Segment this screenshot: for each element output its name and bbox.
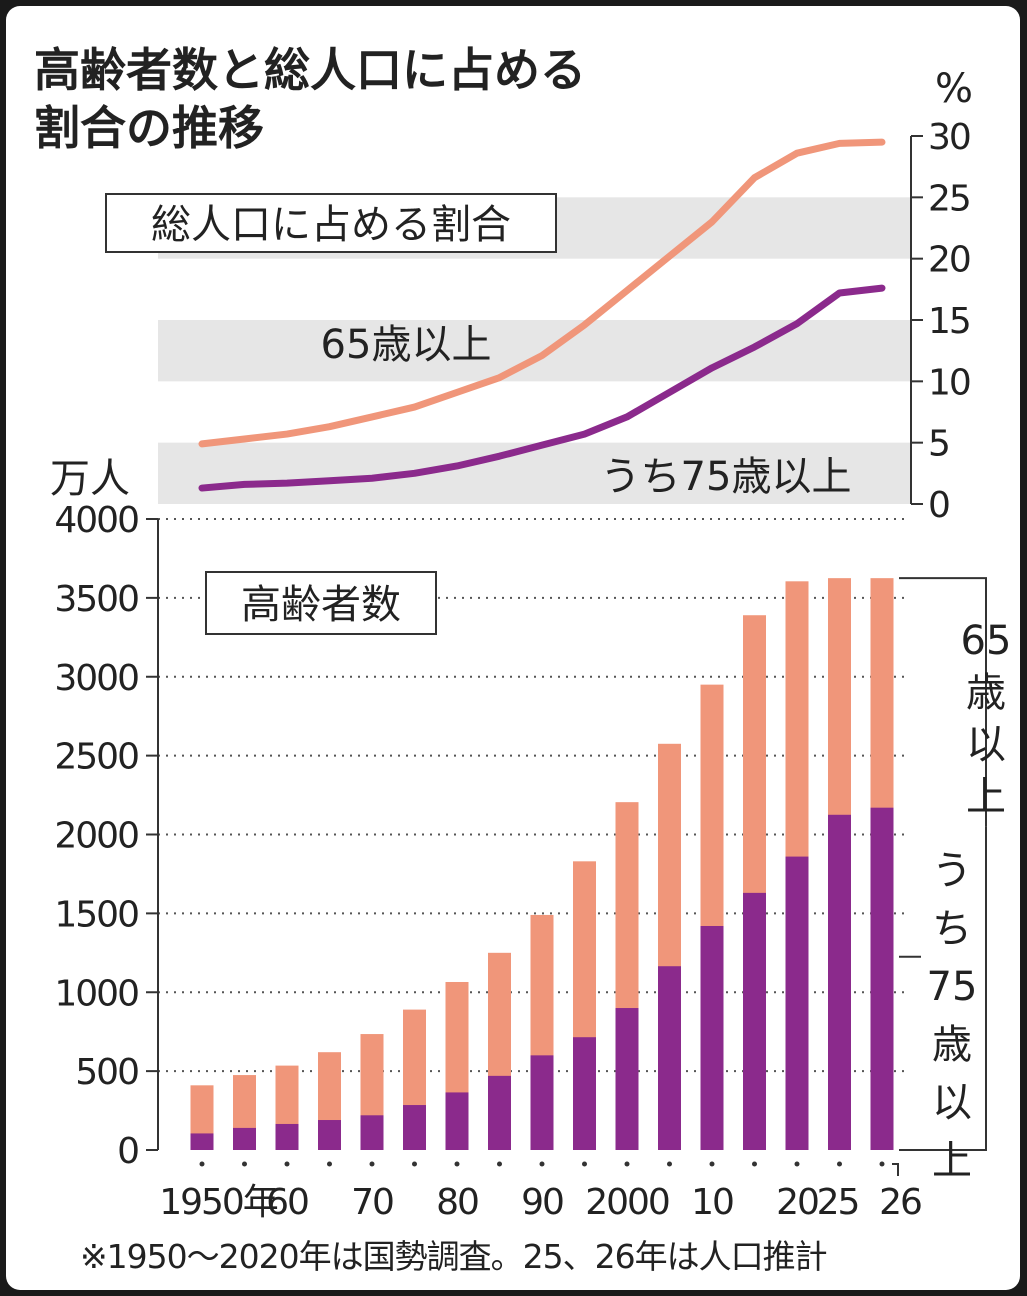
bar-x-dot-1970 bbox=[369, 1161, 375, 1167]
bar-x-dot-1950 bbox=[199, 1161, 205, 1167]
bar-x-bracket-26 bbox=[892, 1163, 899, 1176]
bar-x-tick-label-3: 80 bbox=[436, 1182, 478, 1223]
line-axis-tick-label-5: 5 bbox=[928, 424, 949, 465]
bar-chart-unit: 万人 bbox=[50, 456, 130, 502]
line-chart-label: 総人口に占める割合 bbox=[151, 202, 511, 248]
side-label-aged65-char-3: 上 bbox=[966, 774, 1006, 820]
line-chart-unit: % bbox=[935, 66, 973, 112]
bar-aged75-1965 bbox=[318, 1120, 341, 1150]
bar-aged75-2010 bbox=[700, 925, 724, 1150]
bar-x-dot-2025 bbox=[837, 1161, 842, 1167]
side-label-aged75-char-4: 以 bbox=[932, 1080, 972, 1126]
bar-axis-tick-label-7: 500 bbox=[75, 1052, 138, 1093]
bar-x-dot-2005 bbox=[667, 1161, 672, 1167]
bar-aged75-1995 bbox=[573, 1037, 596, 1150]
line-band-1 bbox=[158, 320, 910, 382]
bar-axis-tick-label-4: 2000 bbox=[54, 816, 138, 857]
bar-x-dot-2026 bbox=[879, 1161, 885, 1167]
bar-x-dot-1990 bbox=[539, 1161, 545, 1167]
bar-x-tick-label-5: 2000 bbox=[585, 1182, 669, 1223]
chart-panel: 高齢者数と総人口に占める 割合の推移 30 25 20 15 10 5 0 % 総人口に占め… bbox=[6, 6, 1020, 1290]
line-band-2 bbox=[158, 442, 910, 504]
bar-x-dot-2020 bbox=[794, 1161, 800, 1167]
bar-x-dot-1975 bbox=[412, 1161, 417, 1167]
bar-aged75-1955 bbox=[233, 1127, 256, 1150]
side-label-aged65-char-1: 歳 bbox=[966, 670, 1006, 716]
side-label-aged75: うち 75 歳以上 bbox=[927, 848, 978, 1184]
bar-axis-tick-label-5: 1500 bbox=[54, 894, 138, 935]
line-axis-tick-label-6: 0 bbox=[928, 485, 949, 526]
bar-aged75-1980 bbox=[445, 1092, 469, 1150]
bar-x-dot-1960 bbox=[284, 1161, 290, 1167]
bar-axis-tick-label-3: 2500 bbox=[54, 737, 138, 778]
bar-axis-tick-label-8: 0 bbox=[117, 1131, 138, 1172]
bar-aged75-1975 bbox=[403, 1105, 426, 1150]
bar-axis-tick-label-0: 4000 bbox=[54, 500, 138, 541]
side-label-aged75-char-1: ち bbox=[932, 906, 972, 952]
side-label-aged65-char-0: 65 bbox=[961, 618, 1012, 664]
bar-aged75-2020 bbox=[785, 856, 809, 1150]
bar-x-dot-2000 bbox=[624, 1161, 630, 1167]
bar-aged75-2026 bbox=[870, 807, 894, 1150]
line-axis-tick-label-2: 20 bbox=[928, 240, 970, 281]
bar-chart-bars bbox=[190, 578, 894, 1150]
bar-x-tick-label-2: 70 bbox=[351, 1182, 393, 1223]
line-chart-series bbox=[198, 138, 886, 492]
bar-x-tick-label-0: 1950年 bbox=[159, 1182, 278, 1223]
footnote: ※1950〜2020年は国勢調査。25、26年は人口推計 bbox=[80, 1237, 827, 1276]
bar-x-tick-label-7: 20 bbox=[776, 1182, 818, 1223]
line-axis-tick-label-0: 30 bbox=[928, 117, 970, 158]
bar-aged75-2000 bbox=[615, 1008, 639, 1150]
bar-aged75-1990 bbox=[530, 1055, 554, 1150]
line-chart-label-box bbox=[105, 193, 557, 253]
side-label-aged65-char-2: 以 bbox=[966, 722, 1006, 768]
bar-aged75-2015 bbox=[743, 892, 766, 1150]
line-axis-tick-label-3: 15 bbox=[928, 301, 970, 342]
side-bracket-aged75 bbox=[899, 826, 987, 1151]
bar-x-dot-1985 bbox=[497, 1161, 502, 1167]
chart-title-line-1: 高齢者数と総人口に占める bbox=[34, 43, 586, 97]
side-label-aged75-char-5: 上 bbox=[932, 1138, 972, 1184]
bar-x-dot-1965 bbox=[327, 1161, 332, 1167]
line-series-aged65 bbox=[198, 138, 886, 448]
bar-axis-tick-label-1: 3500 bbox=[54, 579, 138, 620]
bar-chart-label: 高齢者数 bbox=[241, 582, 401, 628]
line-label-aged75: うち75歳以上 bbox=[601, 454, 852, 500]
bar-x-tick-label-6: 10 bbox=[691, 1182, 733, 1223]
line-series-aged75 bbox=[198, 284, 886, 492]
line-axis-tick-label-4: 10 bbox=[928, 362, 970, 403]
side-label-aged75-char-2: 75 bbox=[927, 964, 978, 1010]
bar-chart-label-box bbox=[205, 571, 437, 635]
line-label-aged65: 65歳以上 bbox=[321, 322, 492, 368]
bar-aged75-1985 bbox=[488, 1075, 511, 1150]
side-label-aged65: 65 歳以上 bbox=[961, 618, 1012, 820]
chart-title-line-2: 割合の推移 bbox=[34, 101, 264, 155]
bar-axis-tick-label-6: 1000 bbox=[54, 973, 138, 1014]
bar-x-tick-label-8: 25 bbox=[817, 1182, 859, 1223]
bar-aged75-2005 bbox=[658, 966, 681, 1150]
bar-x-tick-label-1: 60 bbox=[266, 1182, 308, 1223]
line-chart-right-axis: 30 25 20 15 10 5 0 bbox=[910, 117, 972, 526]
bar-x-tick-label-4: 90 bbox=[521, 1182, 563, 1223]
bar-x-dot-2010 bbox=[709, 1161, 715, 1167]
bar-x-dot-1980 bbox=[454, 1161, 460, 1167]
bar-x-dot-2015 bbox=[752, 1161, 757, 1167]
side-bracket-aged65 bbox=[899, 577, 987, 827]
bar-aged75-2025 bbox=[828, 814, 851, 1150]
line-axis-tick-label-1: 25 bbox=[928, 178, 970, 219]
side-label-aged75-char-0: う bbox=[932, 848, 972, 894]
side-label-aged75-char-3: 歳 bbox=[932, 1022, 972, 1068]
bar-aged75-1960 bbox=[275, 1123, 299, 1150]
bar-axis-tick-label-2: 3000 bbox=[54, 658, 138, 699]
bar-x-dot-1995 bbox=[582, 1161, 587, 1167]
bar-x-dot-1955 bbox=[242, 1161, 247, 1167]
bar-aged75-1970 bbox=[360, 1115, 384, 1150]
bar-x-tick-label-9: 26 bbox=[879, 1182, 921, 1223]
bar-aged75-1950 bbox=[190, 1133, 214, 1150]
